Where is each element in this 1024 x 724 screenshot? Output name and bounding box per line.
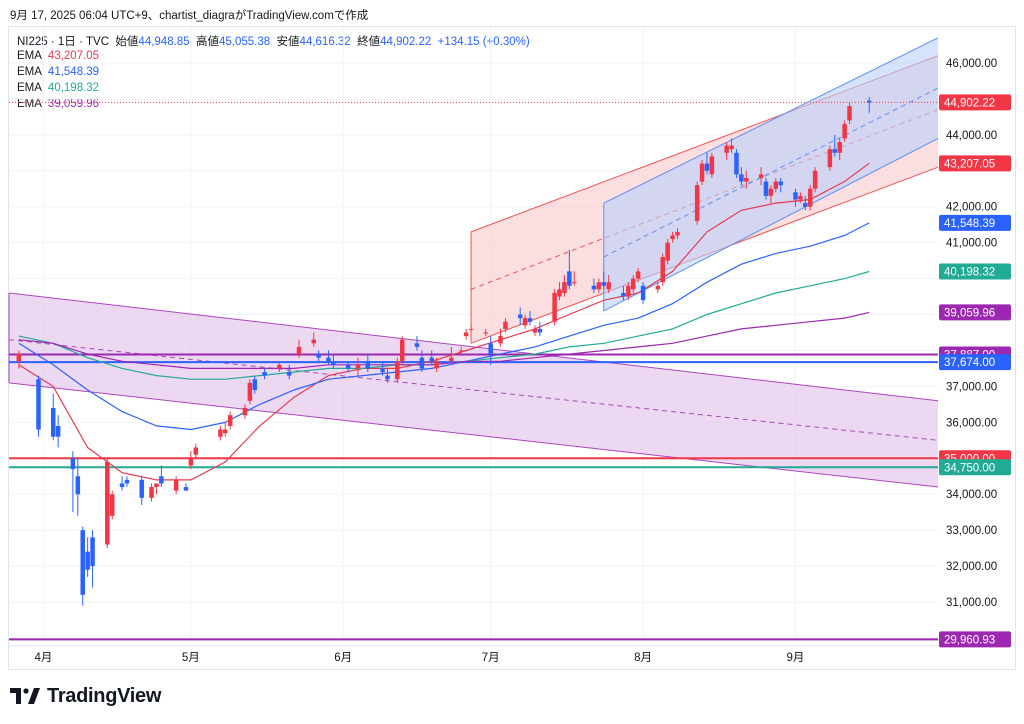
- ema-legend-row[interactable]: EMA 40,198.32: [17, 82, 99, 94]
- tradingview-logo-icon: [10, 688, 40, 704]
- open-value: 44,948.85: [138, 36, 190, 48]
- low-value: 44,616.32: [299, 36, 351, 48]
- ema-label: EMA: [17, 82, 42, 94]
- tradingview-logo: TradingView: [10, 684, 161, 708]
- ema-label: EMA: [17, 66, 42, 78]
- low-label: 安値: [276, 36, 300, 48]
- ema-value: 43,207.05: [47, 50, 100, 62]
- tradingview-logo-text: TradingView: [47, 684, 162, 707]
- close-value: 44,902.22: [380, 36, 432, 48]
- ema-value: 40,198.32: [47, 82, 100, 94]
- change-value: +134.15 (+0.30%): [437, 36, 530, 48]
- open-label: 始値: [115, 36, 139, 48]
- high-value: 45,055.38: [218, 36, 271, 48]
- ema-value: 39,059.96: [47, 98, 100, 110]
- chart-header: 9月 17, 2025 06:04 UTC+9、chartist_diagraが…: [10, 10, 369, 22]
- ema-label: EMA: [17, 98, 42, 110]
- ema-legend-row[interactable]: EMA 41,548.39: [17, 66, 99, 78]
- ema-legend-row[interactable]: EMA 43,207.05: [17, 50, 99, 62]
- ema-value: 41,548.39: [47, 66, 100, 78]
- ema-label: EMA: [17, 50, 42, 62]
- close-label: 終値: [357, 36, 381, 48]
- ohlc-legend: NI225 · 1日 · TVC 始値44,948.85 高値45,055.38…: [17, 33, 530, 49]
- ema-legend-row[interactable]: EMA 39,059.96: [17, 98, 99, 110]
- chart-frame: [8, 26, 1016, 670]
- symbol-label[interactable]: NI225 · 1日 · TVC: [17, 36, 110, 48]
- high-label: 高値: [195, 36, 219, 48]
